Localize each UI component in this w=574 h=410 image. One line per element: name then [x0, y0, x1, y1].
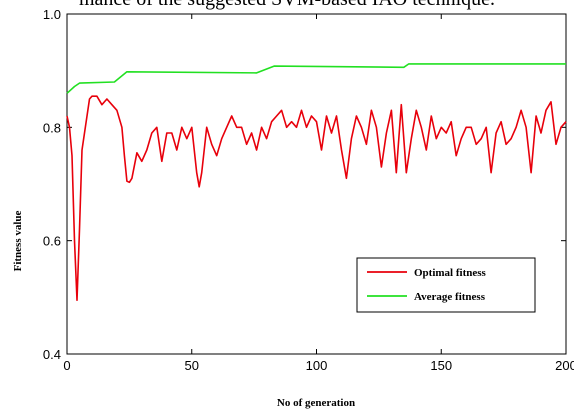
- y-tick-label: 0.4: [43, 347, 61, 362]
- average-fitness-line: [66, 63, 566, 94]
- legend-box: [356, 257, 536, 313]
- x-tick-label: 50: [185, 358, 199, 373]
- x-tick-label: 100: [306, 358, 328, 373]
- y-tick-label: 1.0: [43, 7, 61, 22]
- x-axis-label: No of generation: [277, 397, 355, 409]
- legend-label: Optimal fitness: [414, 267, 487, 279]
- x-tick-label: 200: [555, 358, 574, 373]
- legend-label: Average fitness: [414, 291, 486, 303]
- y-tick-label: 0.8: [43, 120, 61, 135]
- y-tick-label: 0.6: [43, 234, 61, 249]
- figure-caption: mance of the suggested SVM-based IAO tec…: [0, 0, 574, 11]
- y-axis-label: Fitness value: [12, 210, 24, 271]
- x-tick-label: 0: [63, 358, 70, 373]
- x-tick-label: 150: [430, 358, 452, 373]
- legend: Optimal fitness Average fitness: [356, 257, 536, 313]
- optimal-fitness-line: [66, 95, 567, 302]
